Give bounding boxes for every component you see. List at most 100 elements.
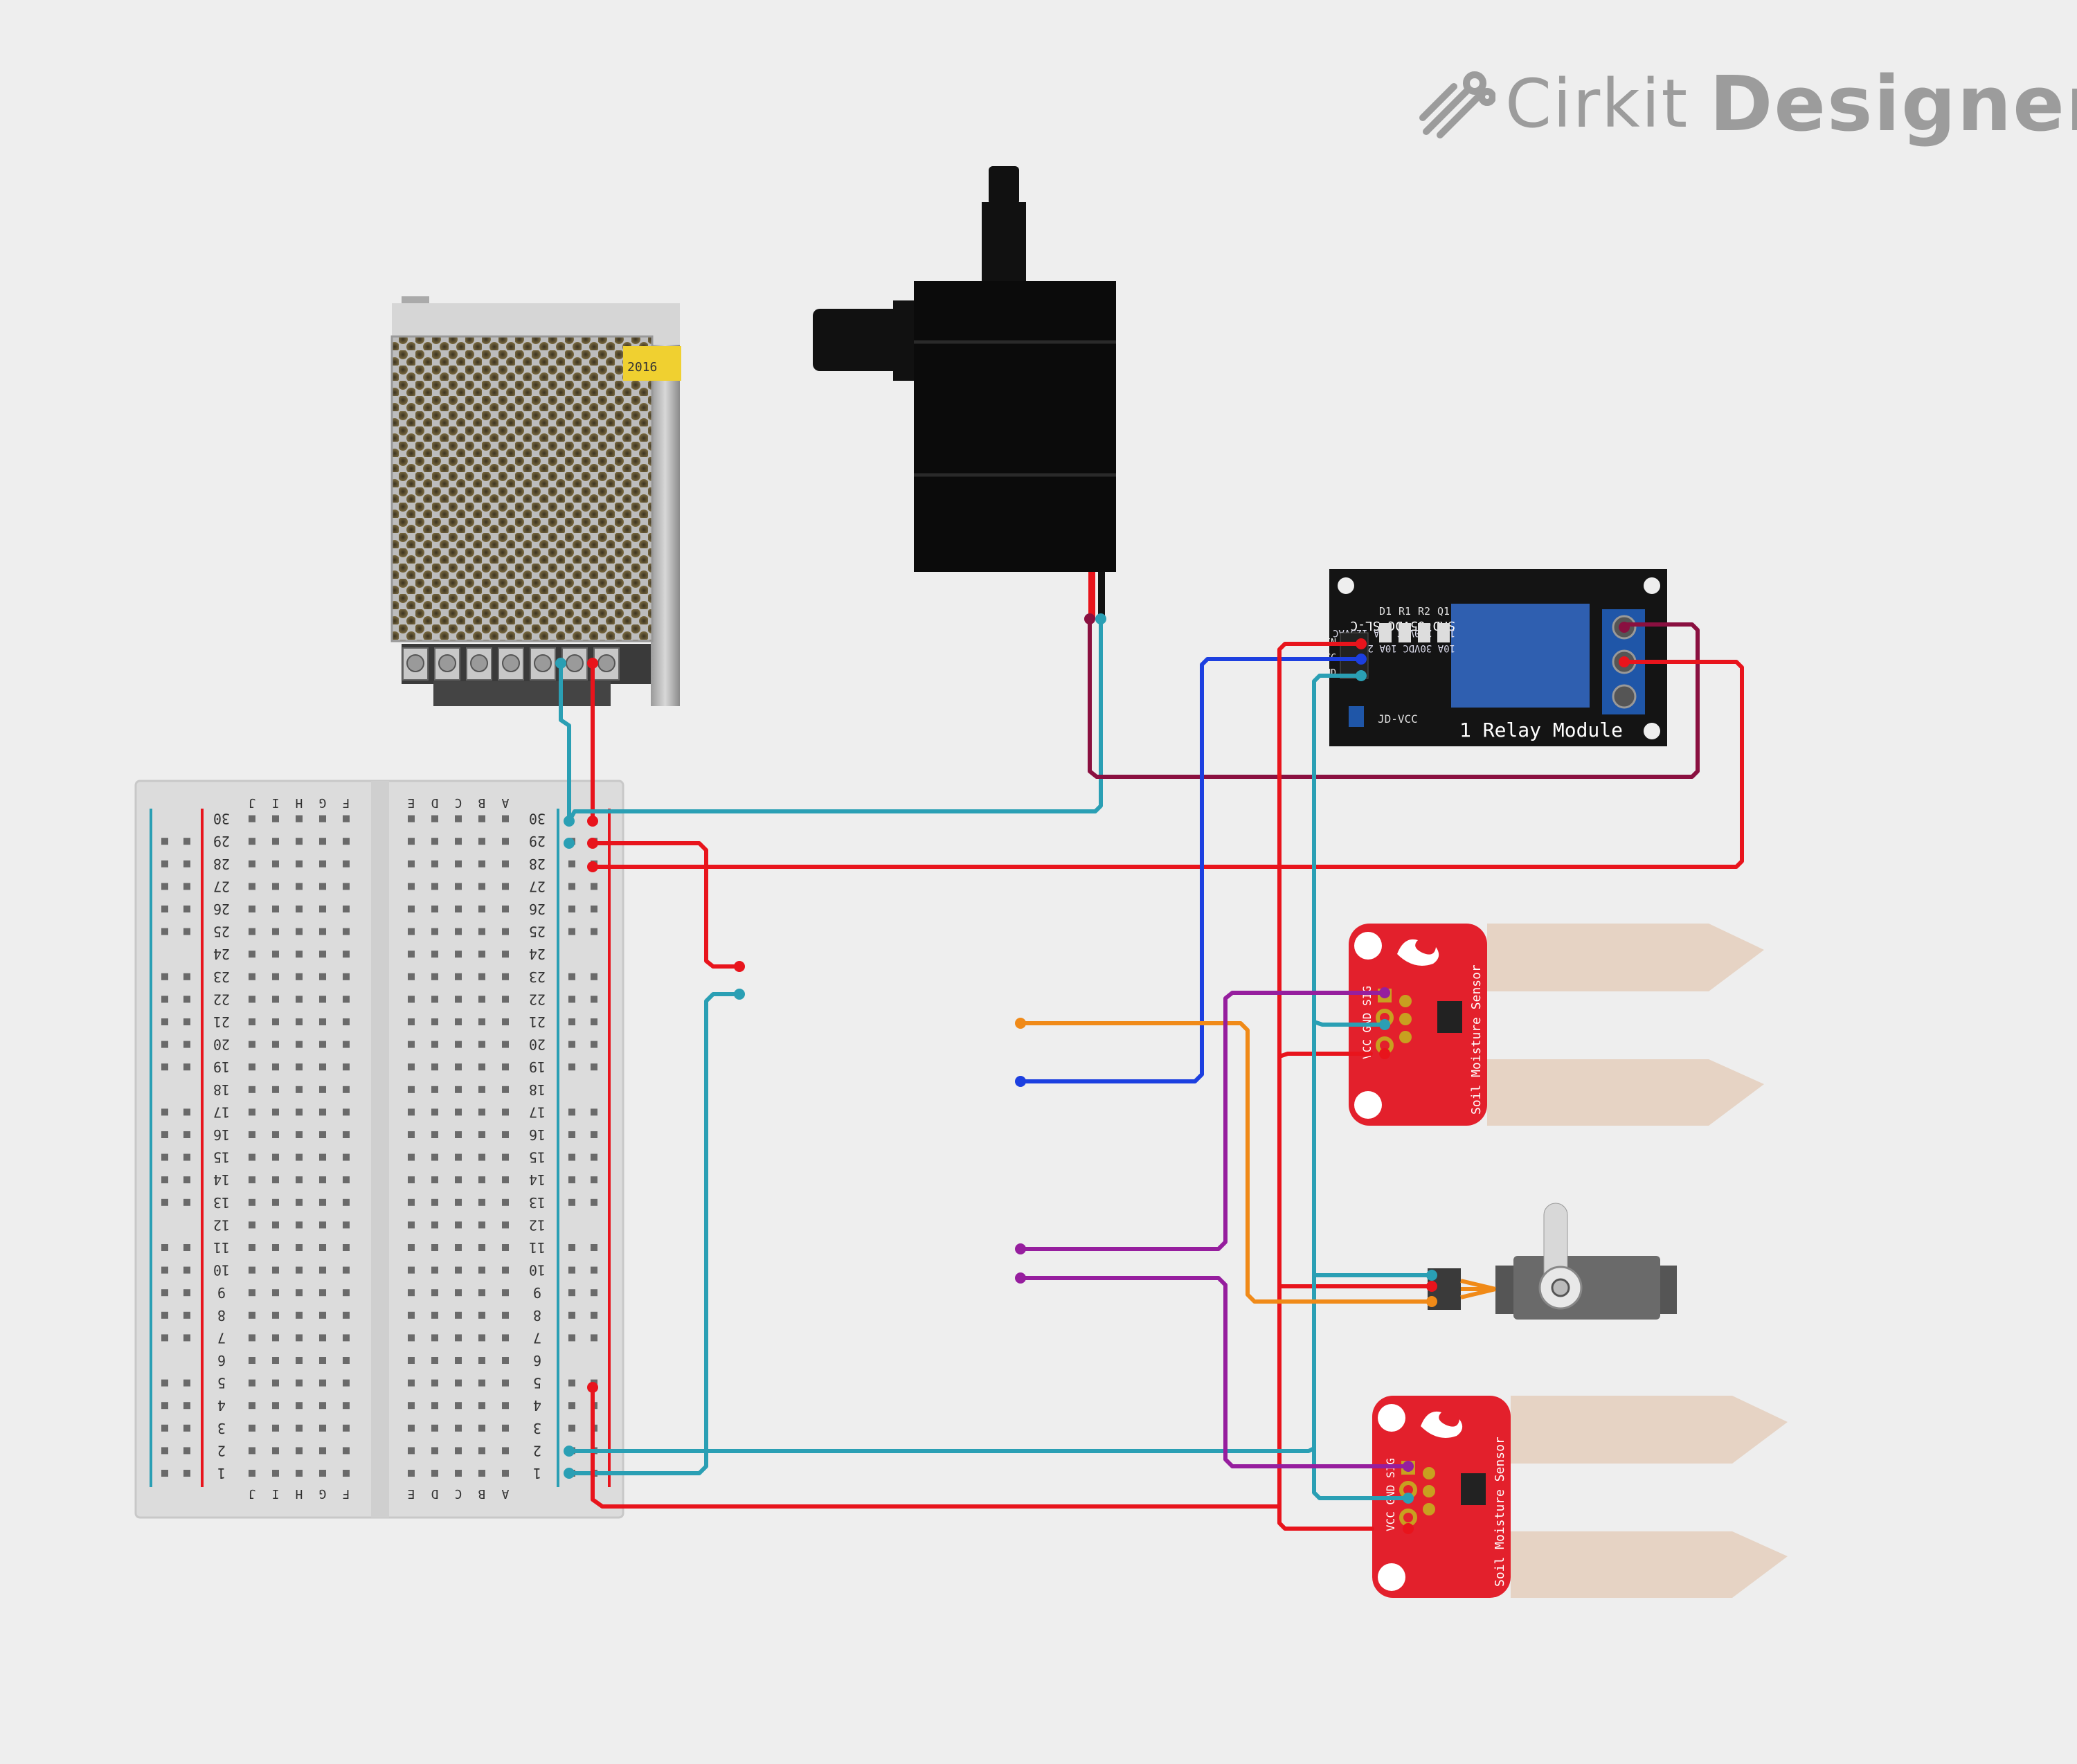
breadboard-hole[interactable]	[343, 1086, 350, 1093]
breadboard-hole[interactable]	[343, 1018, 350, 1025]
rail-hole[interactable]	[161, 906, 168, 912]
breadboard-hole[interactable]	[272, 1063, 279, 1071]
wire[interactable]	[1018, 1021, 1430, 1304]
breadboard-hole[interactable]	[343, 1244, 350, 1251]
breadboard-hole[interactable]	[455, 1108, 462, 1116]
breadboard-hole[interactable]	[502, 1176, 509, 1184]
breadboard-hole[interactable]	[408, 996, 415, 1003]
breadboard-hole[interactable]	[478, 1289, 485, 1297]
breadboard-hole[interactable]	[272, 1131, 279, 1138]
breadboard-hole[interactable]	[296, 883, 303, 890]
breadboard-hole[interactable]	[272, 1153, 279, 1161]
breadboard-hole[interactable]	[431, 838, 438, 845]
breadboard-hole[interactable]	[249, 1108, 255, 1116]
rail-hole[interactable]	[591, 1289, 597, 1297]
rail-hole[interactable]	[568, 1244, 575, 1251]
wire[interactable]	[591, 660, 1744, 869]
breadboard-hole[interactable]	[478, 1221, 485, 1229]
breadboard-hole[interactable]	[296, 1086, 303, 1093]
rail-hole[interactable]	[568, 906, 575, 912]
breadboard-hole[interactable]	[502, 1244, 509, 1251]
breadboard-hole[interactable]	[455, 1041, 462, 1048]
rail-hole[interactable]	[591, 1334, 597, 1342]
breadboard-hole[interactable]	[249, 1086, 255, 1093]
breadboard-hole[interactable]	[296, 1379, 303, 1387]
breadboard-hole[interactable]	[408, 1402, 415, 1410]
wire-endpoint[interactable]	[564, 1446, 575, 1457]
breadboard-hole[interactable]	[455, 1311, 462, 1319]
breadboard-hole[interactable]	[502, 838, 509, 845]
breadboard-hole[interactable]	[408, 1447, 415, 1455]
breadboard-hole[interactable]	[272, 838, 279, 845]
breadboard-hole[interactable]	[296, 1311, 303, 1319]
breadboard-hole[interactable]	[502, 1086, 509, 1093]
breadboard-hole[interactable]	[431, 815, 438, 822]
breadboard-hole[interactable]	[431, 883, 438, 890]
breadboard-hole[interactable]	[455, 1447, 462, 1455]
breadboard-hole[interactable]	[319, 883, 326, 890]
rail-hole[interactable]	[161, 928, 168, 935]
breadboard-hole[interactable]	[478, 1334, 485, 1342]
breadboard-hole[interactable]	[408, 928, 415, 935]
rail-hole[interactable]	[161, 1402, 168, 1410]
breadboard-hole[interactable]	[408, 883, 415, 890]
breadboard-hole[interactable]	[296, 815, 303, 822]
breadboard-hole[interactable]	[478, 1086, 485, 1093]
rail-hole[interactable]	[568, 883, 575, 890]
rail-hole[interactable]	[161, 1153, 168, 1161]
breadboard-hole[interactable]	[272, 1041, 279, 1048]
breadboard-hole[interactable]	[343, 1289, 350, 1297]
breadboard-hole[interactable]	[319, 1447, 326, 1455]
rail-hole[interactable]	[183, 860, 190, 867]
breadboard-hole[interactable]	[343, 1041, 350, 1048]
breadboard-hole[interactable]	[249, 838, 255, 845]
breadboard-hole[interactable]	[343, 1221, 350, 1229]
wire-endpoint[interactable]	[1379, 987, 1390, 998]
breadboard-hole[interactable]	[319, 1153, 326, 1161]
breadboard-hole[interactable]	[408, 1041, 415, 1048]
breadboard-hole[interactable]	[319, 1289, 326, 1297]
breadboard-hole[interactable]	[455, 1153, 462, 1161]
breadboard-hole[interactable]	[249, 1244, 255, 1251]
breadboard-hole[interactable]	[296, 973, 303, 980]
breadboard-hole[interactable]	[319, 951, 326, 958]
rail-hole[interactable]	[161, 996, 168, 1003]
rail-hole[interactable]	[591, 1244, 597, 1251]
breadboard-hole[interactable]	[249, 1063, 255, 1071]
rail-hole[interactable]	[161, 1041, 168, 1048]
breadboard-hole[interactable]	[408, 1131, 415, 1138]
breadboard-hole[interactable]	[502, 1198, 509, 1206]
breadboard-hole[interactable]	[296, 1289, 303, 1297]
rail-hole[interactable]	[161, 1108, 168, 1116]
wire[interactable]	[1312, 1020, 1387, 1027]
breadboard-hole[interactable]	[249, 815, 255, 822]
power-supply[interactable]: 2016	[390, 296, 681, 706]
breadboard-hole[interactable]	[343, 1153, 350, 1161]
breadboard-hole[interactable]	[502, 1221, 509, 1229]
rail-hole[interactable]	[568, 1018, 575, 1025]
rail-hole[interactable]	[161, 973, 168, 980]
breadboard-hole[interactable]	[408, 1334, 415, 1342]
breadboard-hole[interactable]	[431, 1198, 438, 1206]
breadboard-hole[interactable]	[249, 1131, 255, 1138]
breadboard-hole[interactable]	[343, 883, 350, 890]
breadboard-hole[interactable]	[272, 1334, 279, 1342]
wire-endpoint[interactable]	[1015, 1272, 1026, 1284]
wire-endpoint[interactable]	[1356, 638, 1367, 649]
breadboard-hole[interactable]	[478, 906, 485, 912]
breadboard-hole[interactable]	[249, 1018, 255, 1025]
breadboard-hole[interactable]	[319, 1424, 326, 1432]
rail-hole[interactable]	[183, 1244, 190, 1251]
breadboard-hole[interactable]	[502, 951, 509, 958]
breadboard-hole[interactable]	[478, 1041, 485, 1048]
breadboard-hole[interactable]	[296, 1063, 303, 1071]
rail-hole[interactable]	[183, 1470, 190, 1477]
rail-hole[interactable]	[161, 1176, 168, 1184]
breadboard-hole[interactable]	[343, 815, 350, 822]
breadboard-hole[interactable]	[343, 928, 350, 935]
breadboard-hole[interactable]	[455, 1018, 462, 1025]
breadboard-hole[interactable]	[431, 1402, 438, 1410]
breadboard-hole[interactable]	[249, 973, 255, 980]
breadboard-hole[interactable]	[431, 1086, 438, 1093]
breadboard-hole[interactable]	[272, 815, 279, 822]
